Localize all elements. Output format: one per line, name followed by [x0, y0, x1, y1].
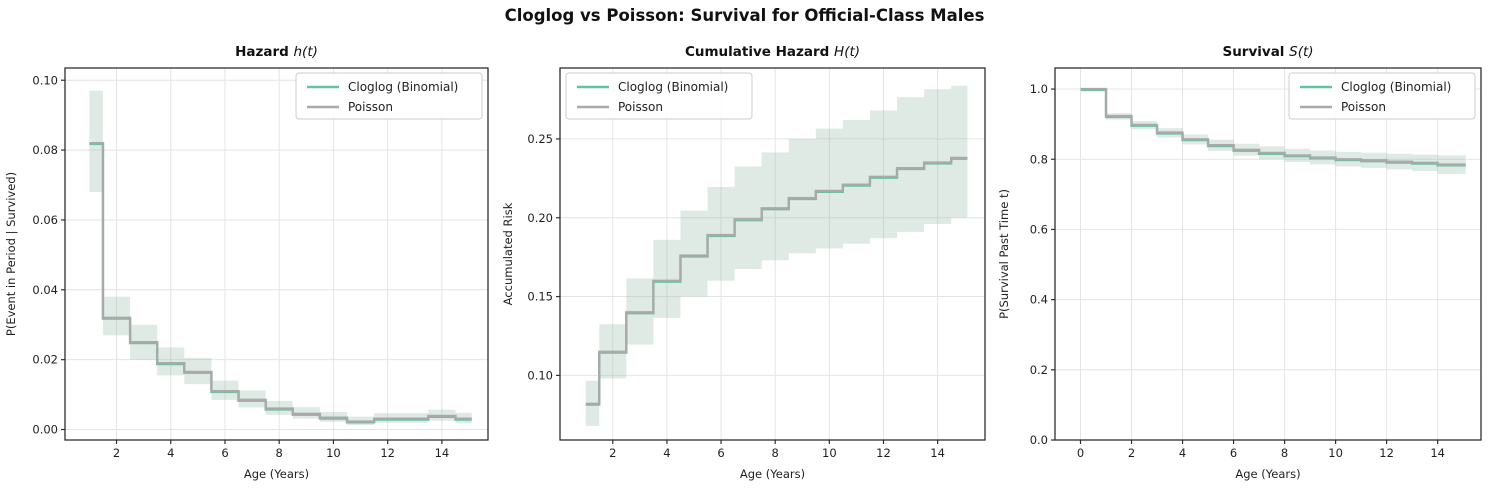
chart-svg: 2 4 6 8 10 12 14 0.10 0.15 0.20 0.25 Age (Years) Acc…: [501, 44, 986, 481]
axes-box: [559, 67, 986, 441]
gridlines: [560, 68, 985, 440]
tick-labels: 2 4 6 8 10 12 14 0.00 0.02 0.04 0.06 0.08 0.10: [32, 73, 449, 460]
x-tick-label: 10: [326, 446, 341, 460]
chart-svg: 2 4 6 8 10 12 14 0.00 0.02 0.04 0.06 0.08 0.10 Age (Y…: [4, 44, 489, 481]
legend-box: [295, 72, 483, 120]
y-tick-label: 0.0: [1030, 433, 1048, 447]
y-tick-label: 0.10: [32, 73, 58, 87]
x-tick-label: 0: [1077, 446, 1084, 460]
legend-label-cloglog: Cloglog (Binomial): [1341, 80, 1451, 94]
x-tick-label: 6: [1230, 446, 1237, 460]
poisson-line: [1080, 87, 1466, 166]
x-tick-label: 12: [876, 446, 891, 460]
x-tick-label: 2: [1128, 446, 1135, 460]
gridlines: [65, 68, 488, 440]
y-tick-label: 0.25: [527, 132, 553, 146]
legend: Cloglog (Binomial) Poisson: [565, 72, 753, 120]
y-tick-label: 0.06: [32, 213, 58, 227]
poisson-line: [585, 156, 968, 405]
ticks: [61, 79, 443, 444]
y-tick-label: 0.00: [32, 423, 58, 437]
axes-box: [64, 67, 489, 441]
x-tick-label: 4: [167, 446, 174, 460]
x-axis-label: Age (Years): [1235, 467, 1300, 481]
y-tick-label: 0.6: [1030, 222, 1048, 236]
legend-label-cloglog: Cloglog (Binomial): [348, 80, 458, 94]
confidence-band: [1080, 89, 1466, 175]
y-tick-label: 0.02: [32, 353, 58, 367]
legend-box: [1288, 72, 1476, 120]
y-tick-label: 0.04: [32, 283, 58, 297]
x-tick-label: 10: [1328, 446, 1343, 460]
y-tick-label: 0.20: [527, 211, 553, 225]
poisson-line: [89, 141, 472, 423]
x-tick-label: 6: [717, 446, 724, 460]
cloglog-line: [89, 142, 472, 424]
hazard-chart: 2 4 6 8 10 12 14 0.00 0.02 0.04 0.06 0.08 0.10 Age (Y…: [0, 25, 496, 495]
confidence-band: [89, 90, 472, 425]
survival-chart: 0 2 4 6 8 10 12 14 0.0 0.2 0.4 0.6 0.8 1.0 Age (Years)…: [993, 25, 1489, 495]
legend-box: [565, 72, 753, 120]
x-axis-label: Age (Years): [244, 467, 309, 481]
charts-row: 2 4 6 8 10 12 14 0.00 0.02 0.04 0.06 0.08 0.10 Age (Y…: [0, 25, 1489, 495]
subplot-title: Cumulative Hazard H(t): [685, 44, 860, 60]
x-tick-label: 14: [435, 446, 450, 460]
subplot-title: Hazard h(t): [235, 44, 318, 60]
x-tick-label: 2: [113, 446, 120, 460]
axes-box: [1054, 67, 1482, 441]
tick-labels: 2 4 6 8 10 12 14 0.10 0.15 0.20 0.25: [527, 132, 945, 460]
legend-label-poisson: Poisson: [618, 100, 663, 114]
y-axis-label: P(Event in Period | Survived): [4, 172, 18, 336]
x-tick-label: 8: [1281, 446, 1288, 460]
x-tick-label: 10: [822, 446, 837, 460]
cumulative-hazard-chart: 2 4 6 8 10 12 14 0.10 0.15 0.20 0.25 Age (Years) Acc…: [497, 25, 993, 495]
y-tick-label: 0.8: [1030, 152, 1048, 166]
y-tick-label: 1.0: [1030, 82, 1048, 96]
y-tick-label: 0.15: [527, 290, 553, 304]
chart-svg: 0 2 4 6 8 10 12 14 0.0 0.2 0.4 0.6 0.8 1.0 Age (Years)…: [997, 44, 1482, 481]
legend: Cloglog (Binomial) Poisson: [295, 72, 483, 120]
tick-labels: 0 2 4 6 8 10 12 14 0.0 0.2 0.4 0.6 0.8 1.0: [1030, 82, 1445, 460]
y-tick-label: 0.08: [32, 143, 58, 157]
x-tick-label: 4: [1179, 446, 1186, 460]
legend: Cloglog (Binomial) Poisson: [1288, 72, 1476, 120]
y-tick-label: 0.10: [527, 368, 553, 382]
x-tick-label: 14: [930, 446, 945, 460]
y-tick-label: 0.2: [1030, 363, 1048, 377]
y-axis-label: P(Survival Past Time t): [997, 189, 1011, 319]
subplot-title: Survival S(t): [1222, 44, 1313, 60]
ticks: [556, 138, 939, 444]
legend-label-poisson: Poisson: [1341, 100, 1386, 114]
confidence-band: [585, 85, 968, 426]
x-tick-label: 14: [1430, 446, 1445, 460]
legend-label-cloglog: Cloglog (Binomial): [618, 80, 728, 94]
x-tick-label: 8: [276, 446, 283, 460]
x-axis-label: Age (Years): [740, 467, 805, 481]
x-tick-label: 12: [1379, 446, 1394, 460]
x-tick-label: 6: [221, 446, 228, 460]
x-tick-label: 12: [380, 446, 395, 460]
x-tick-label: 2: [609, 446, 616, 460]
y-tick-label: 0.4: [1030, 293, 1048, 307]
gridlines: [1055, 68, 1481, 441]
x-tick-label: 8: [772, 446, 779, 460]
y-axis-label: Accumulated Risk: [501, 202, 515, 305]
figure-title: Cloglog vs Poisson: Survival for Officia…: [504, 6, 985, 25]
legend-label-poisson: Poisson: [348, 100, 393, 114]
ticks: [1051, 88, 1439, 444]
x-tick-label: 4: [663, 446, 670, 460]
